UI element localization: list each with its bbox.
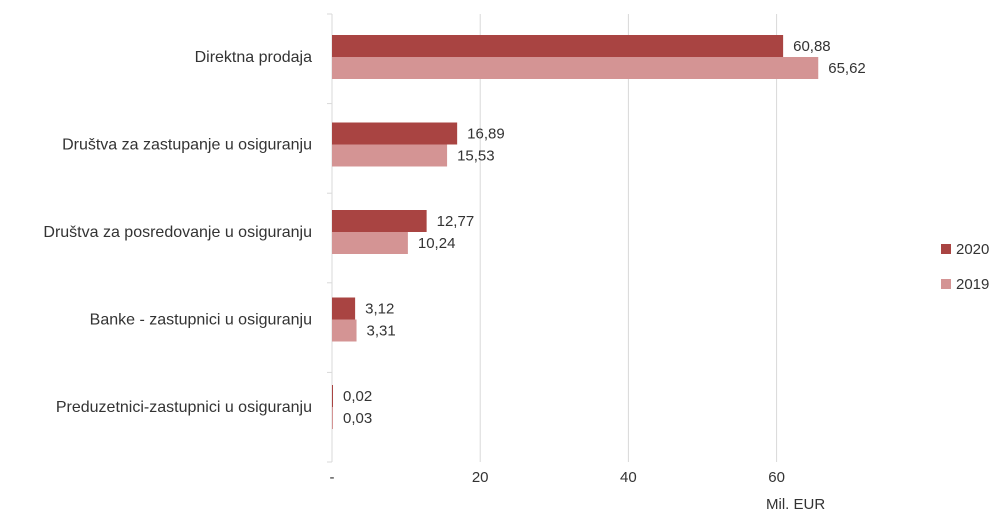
data-label: 65,62 (828, 60, 866, 77)
legend-label: 2020 (956, 241, 989, 258)
data-label: 10,24 (418, 235, 456, 252)
data-label: 3,31 (367, 323, 396, 340)
legend: 2020 2019 (941, 241, 989, 293)
bar-2019 (332, 407, 333, 429)
x-axis-unit-label: Mil. EUR (766, 496, 825, 513)
category-label: Društva za zastupanje u osiguranju (62, 137, 312, 154)
data-label: 12,77 (437, 213, 475, 230)
data-label: 0,03 (343, 410, 372, 427)
category-label: Društva za posredovanje u osiguranju (43, 224, 312, 241)
x-tick-label: 40 (620, 469, 637, 486)
legend-label: 2019 (956, 276, 989, 293)
data-label: 60,88 (793, 38, 831, 55)
legend-swatch-2019 (941, 279, 951, 289)
bar-2019 (332, 232, 408, 254)
category-label: Banke - zastupnici u osiguranju (90, 312, 312, 329)
x-tick-label: 60 (768, 469, 785, 486)
x-tick-label: - (330, 469, 335, 486)
labels: - 20 40 60 Direktna prodaja 60,88 65,62 Društva… (43, 38, 865, 486)
bar-2019 (332, 319, 357, 342)
bar-2019 (332, 144, 448, 167)
bar-2020 (332, 385, 333, 407)
bar-2020 (332, 210, 427, 232)
legend-swatch-2020 (941, 244, 951, 254)
data-label: 16,89 (467, 126, 505, 143)
bar-2019 (332, 57, 819, 79)
data-label: 3,12 (365, 301, 394, 318)
category-label: Direktna prodaja (195, 49, 313, 66)
category-label: Preduzetnici-zastupnici u osiguranju (56, 399, 312, 416)
x-tick-label: 20 (472, 469, 489, 486)
bar-2020 (332, 35, 784, 57)
data-label: 15,53 (457, 148, 495, 165)
data-label: 0,02 (343, 388, 372, 405)
bars (332, 35, 819, 429)
bar-2020 (332, 297, 356, 320)
bar-2020 (332, 122, 458, 145)
